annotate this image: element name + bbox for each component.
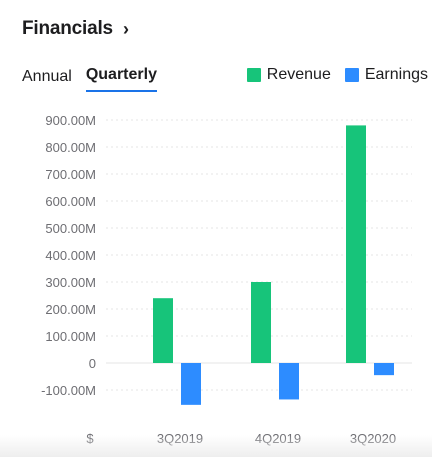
- tab-annual[interactable]: Annual: [22, 68, 72, 85]
- legend-item-revenue: Revenue: [246, 66, 331, 84]
- chart-legend: Revenue Earnings: [246, 66, 428, 84]
- y-tick-label: 800.00M: [45, 140, 96, 155]
- y-tick-label: 0: [89, 356, 96, 371]
- chevron-right-icon: ›: [122, 19, 129, 39]
- tab-quarterly[interactable]: Quarterly: [85, 66, 157, 92]
- y-tick-label: 100.00M: [45, 329, 96, 344]
- revenue-bar: [153, 298, 173, 363]
- y-tick-label: 600.00M: [45, 194, 96, 209]
- earnings-bar: [181, 363, 201, 405]
- y-tick-label: 400.00M: [45, 248, 96, 263]
- earnings-swatch: [344, 68, 359, 82]
- revenue-swatch: [246, 68, 261, 82]
- revenue-bar: [251, 282, 271, 363]
- financials-chart: 900.00M 800.00M 700.00M 600.00M 500.00M 400.0…: [0, 108, 432, 457]
- y-tick-label: -100.00M: [41, 383, 96, 398]
- earnings-bar: [374, 363, 394, 376]
- y-tick-label: 500.00M: [45, 221, 96, 236]
- page-title: Financials: [22, 18, 113, 39]
- y-tick-label: 700.00M: [45, 167, 96, 182]
- y-tick-label: 300.00M: [45, 275, 96, 290]
- y-tick-label: 200.00M: [45, 302, 96, 317]
- bar-chart: 900.00M 800.00M 700.00M 600.00M 500.00M 400.0…: [41, 113, 412, 446]
- financials-header[interactable]: Financials ›: [22, 18, 129, 40]
- legend-item-earnings: Earnings: [344, 66, 428, 84]
- revenue-bar: [346, 125, 366, 364]
- earnings-bar: [279, 363, 299, 400]
- period-tabs: Annual Quarterly: [22, 66, 157, 92]
- legend-label-revenue: Revenue: [266, 66, 331, 83]
- y-tick-label: 900.00M: [45, 113, 96, 128]
- legend-label-earnings: Earnings: [364, 66, 428, 83]
- bottom-fade: [0, 435, 432, 457]
